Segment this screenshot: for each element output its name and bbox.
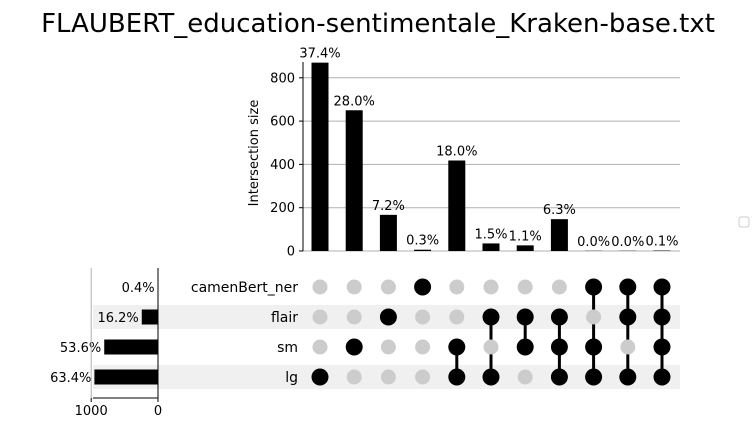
membership-dot-filled	[311, 368, 329, 386]
membership-dot-filled	[619, 368, 637, 386]
membership-dot-filled	[448, 338, 466, 356]
membership-dot-filled	[414, 278, 432, 296]
set-size-percent-label: 0.4%	[122, 281, 155, 296]
intersection-bar-label: 1.5%	[474, 227, 507, 242]
membership-dot-empty	[620, 339, 636, 355]
y-axis-label: Intersection size	[247, 100, 262, 207]
membership-dot-empty	[586, 309, 602, 325]
legend-box	[738, 216, 750, 228]
membership-dot-filled	[653, 278, 671, 296]
membership-dot-filled	[448, 368, 466, 386]
intersection-bar	[550, 219, 568, 251]
membership-dot-filled	[482, 308, 500, 326]
membership-matrix	[311, 278, 671, 386]
membership-dot-filled	[550, 308, 568, 326]
membership-dot-filled	[550, 338, 568, 356]
set-size-percent-label: 53.6%	[60, 341, 101, 356]
set-size-tick-label: 1000	[75, 404, 108, 419]
membership-dot-empty	[449, 309, 465, 325]
y-tick-label: 0	[287, 245, 295, 260]
membership-dot-filled	[585, 278, 603, 296]
set-size-bar	[94, 369, 158, 385]
y-tick-label: 600	[270, 115, 295, 130]
intersection-bar-label: 1.1%	[509, 229, 542, 244]
membership-dot-empty	[483, 279, 499, 295]
membership-dot-filled	[585, 368, 603, 386]
intersection-bar	[311, 62, 329, 251]
membership-dot-empty	[346, 369, 362, 385]
intersection-bar-label: 0.0%	[577, 235, 610, 250]
membership-dot-empty	[346, 309, 362, 325]
intersection-bar	[516, 245, 534, 251]
membership-dot-empty	[380, 369, 396, 385]
intersection-bar-label: 0.1%	[645, 235, 678, 250]
membership-dot-filled	[653, 308, 671, 326]
intersection-bar-labels: 37.4%28.0%7.2%0.3%18.0%1.5% 1.1%6.3%0.0% 0…	[299, 47, 678, 250]
membership-dot-empty	[517, 369, 533, 385]
y-gridlines	[303, 77, 680, 252]
set-name-label: flair	[271, 310, 298, 326]
intersection-bar	[448, 160, 466, 251]
membership-dot-empty	[551, 279, 567, 295]
membership-dot-filled	[516, 308, 534, 326]
membership-dot-empty	[415, 309, 431, 325]
membership-dot-empty	[380, 339, 396, 355]
membership-dot-empty	[517, 279, 533, 295]
membership-dot-filled	[379, 308, 397, 326]
membership-dot-empty	[312, 309, 328, 325]
membership-dot-filled	[653, 338, 671, 356]
intersection-bar-label: 37.4%	[299, 47, 340, 62]
membership-dot-empty	[380, 279, 396, 295]
membership-dot-empty	[415, 339, 431, 355]
membership-dot-empty	[312, 279, 328, 295]
membership-dot-filled	[550, 368, 568, 386]
intersection-bar-label: 0.3%	[406, 234, 439, 249]
intersection-bar-label: 28.0%	[334, 94, 375, 109]
y-axis-ticks: 0 200 400 600 800	[270, 71, 303, 260]
set-size-percent-label: 16.2%	[97, 311, 138, 326]
set-name-label: camenBert_ner	[191, 280, 298, 296]
intersection-bar	[414, 249, 432, 251]
set-size-tick-label: 0	[154, 404, 162, 419]
membership-dot-filled	[345, 338, 363, 356]
intersection-bar	[345, 110, 363, 252]
membership-dot-empty	[312, 339, 328, 355]
set-name-label: lg	[285, 370, 298, 386]
set-size-bar	[104, 339, 158, 355]
set-size-axis-ticks: 1000 0	[75, 268, 162, 419]
membership-dot-empty	[483, 339, 499, 355]
y-tick-label: 200	[270, 201, 295, 216]
membership-dot-filled	[482, 368, 500, 386]
membership-dot-filled	[585, 338, 603, 356]
chart-title: FLAUBERT_education-sentimentale_Kraken-b…	[41, 9, 715, 39]
intersection-bar-label: 7.2%	[372, 199, 405, 214]
membership-dot-empty	[449, 279, 465, 295]
intersection-bar	[379, 214, 397, 251]
intersection-bar-label: 6.3%	[543, 203, 576, 218]
y-tick-label: 400	[270, 158, 295, 173]
membership-dot-filled	[619, 308, 637, 326]
y-tick-label: 800	[270, 71, 295, 86]
intersection-bar-label: 0.0%	[611, 235, 644, 250]
set-name-label: sm	[277, 340, 298, 356]
set-size-bars	[94, 309, 158, 385]
intersection-bar-label: 18.0%	[436, 145, 477, 160]
membership-dot-filled	[516, 338, 534, 356]
membership-dot-empty	[346, 279, 362, 295]
intersection-bar	[482, 243, 500, 251]
intersection-bars	[311, 62, 671, 252]
set-size-percent-label: 63.4%	[50, 371, 91, 386]
membership-dot-filled	[619, 278, 637, 296]
membership-dot-filled	[653, 368, 671, 386]
membership-dot-empty	[415, 369, 431, 385]
set-size-bar	[141, 309, 158, 325]
